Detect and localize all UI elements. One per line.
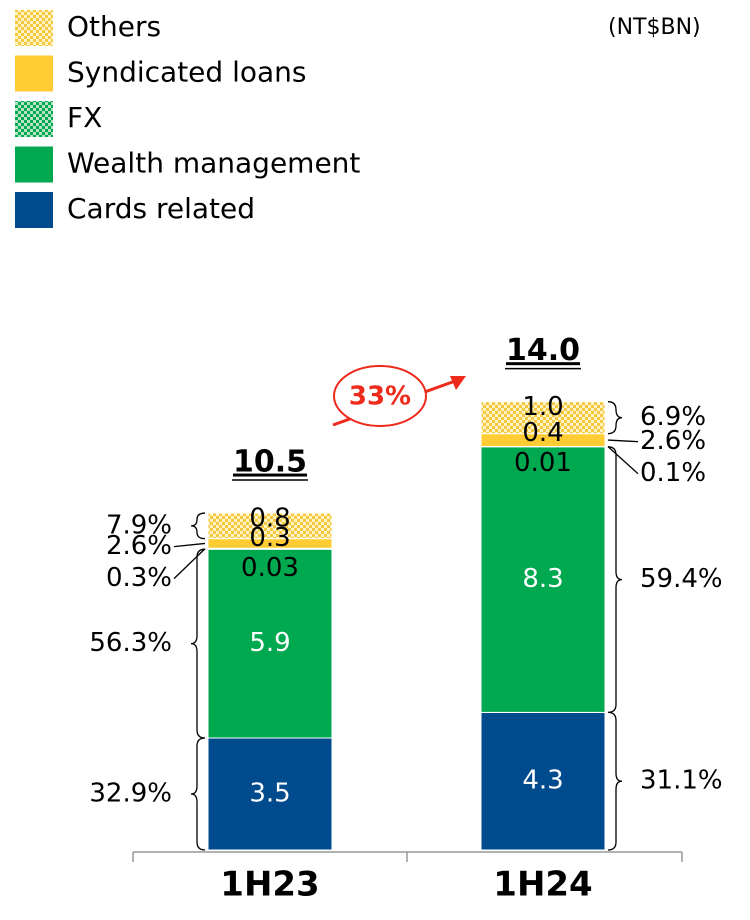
value-label: 3.5 <box>249 779 290 809</box>
value-label: 0.8 <box>249 504 290 534</box>
share-label: 31.1% <box>640 766 723 796</box>
legend-swatch <box>15 147 53 183</box>
share-leader <box>608 447 638 474</box>
legend-swatch <box>15 56 53 92</box>
share-brace <box>191 549 205 738</box>
legend-label: Cards related <box>67 192 255 225</box>
legend-swatch <box>15 101 53 137</box>
value-label: 1.0 <box>522 392 563 422</box>
legend-swatch <box>15 192 53 228</box>
share-brace <box>191 738 205 850</box>
value-label: 0.01 <box>514 448 572 478</box>
value-label: 8.3 <box>522 564 563 594</box>
total-label: 10.5 <box>233 445 307 480</box>
share-label: 0.1% <box>640 458 706 488</box>
share-label: 56.3% <box>89 628 172 658</box>
share-label: 6.9% <box>640 402 706 432</box>
value-label: 5.9 <box>249 628 290 658</box>
share-brace <box>608 712 622 850</box>
x-tick-label: 1H24 <box>493 865 592 905</box>
unit-label: (NT$BN) <box>608 15 701 40</box>
growth-label: 33% <box>349 382 411 412</box>
legend-label: Others <box>67 10 161 43</box>
value-label: 4.3 <box>522 766 563 796</box>
share-leader <box>174 543 205 546</box>
legend-label: FX <box>67 101 102 134</box>
share-label: 59.4% <box>640 564 723 594</box>
share-leader <box>174 549 205 579</box>
share-label: 0.3% <box>106 563 172 593</box>
share-label: 32.9% <box>89 779 172 809</box>
share-brace <box>608 447 622 713</box>
total-label: 14.0 <box>506 333 580 368</box>
share-brace <box>608 402 622 434</box>
share-label: 7.9% <box>106 510 172 540</box>
x-tick-label: 1H23 <box>220 865 319 905</box>
value-label: 0.4 <box>522 418 563 448</box>
share-brace <box>191 513 205 539</box>
share-leader <box>608 440 638 442</box>
legend-label: Wealth management <box>67 147 360 180</box>
legend-swatch <box>15 10 53 46</box>
legend-label: Syndicated loans <box>67 56 306 89</box>
value-label: 0.03 <box>241 553 299 583</box>
